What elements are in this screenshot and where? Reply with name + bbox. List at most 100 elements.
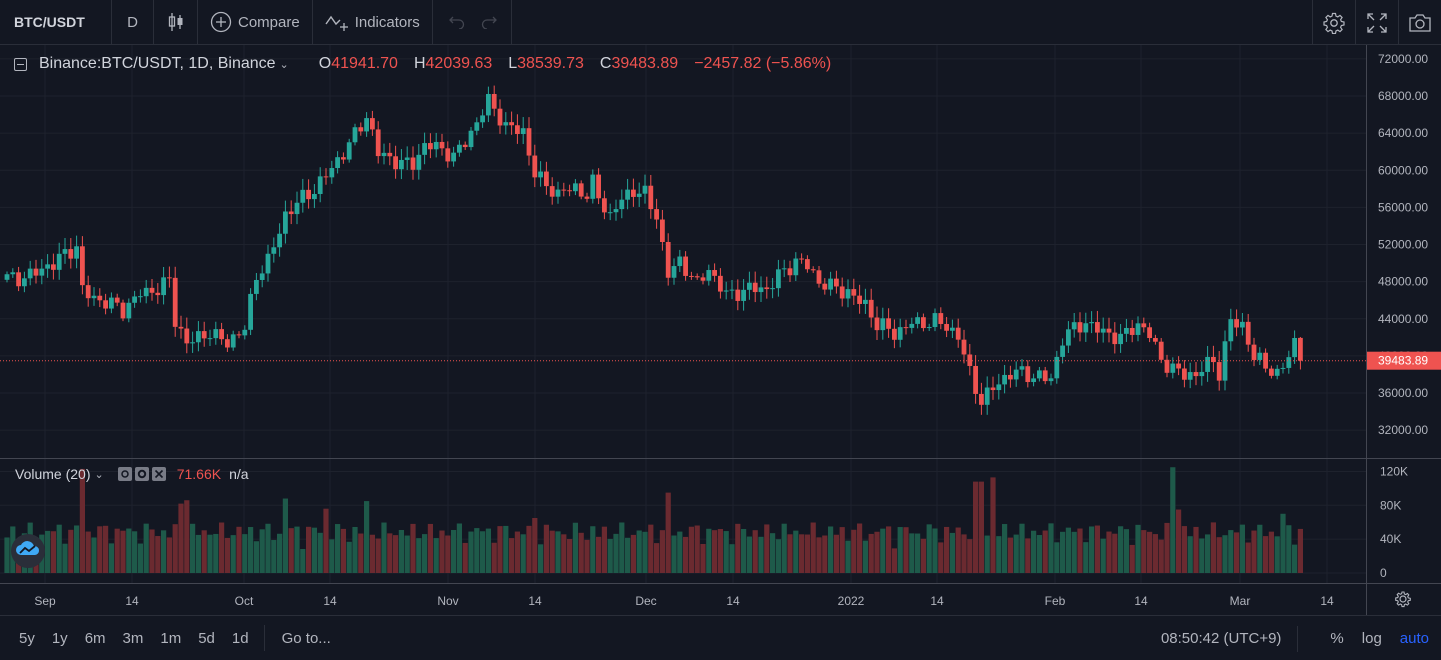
volume-bar (1228, 530, 1234, 573)
volume-bar (323, 508, 329, 573)
volume-bar (1193, 526, 1199, 573)
candle-body (1100, 328, 1106, 333)
range-1y[interactable]: 1y (51, 629, 68, 647)
volume-bar (1013, 534, 1019, 573)
volume-bar (491, 542, 497, 573)
price-chart[interactable]: Sep 14 Oct 14 Nov 14 Dec 14 2022 14 Feb 14 Mar 14 7200… (0, 45, 1441, 615)
chevron-down-icon[interactable]: ⌄ (279, 58, 289, 71)
redo-button[interactable] (473, 0, 512, 45)
candle-body (317, 176, 323, 194)
volume-bar (688, 526, 694, 573)
volume-bar (207, 534, 213, 573)
volume-bar (729, 544, 735, 573)
volume-title[interactable]: Volume (20) (15, 466, 91, 482)
volume-bar (839, 527, 845, 573)
volume-bar (1036, 535, 1042, 573)
volume-bar (1042, 530, 1048, 573)
plus-circle-icon (210, 11, 232, 33)
volume-bar (961, 534, 967, 573)
volume-bar (282, 498, 288, 573)
volume-bar (746, 536, 752, 573)
volume-bar (683, 536, 689, 573)
range-5d[interactable]: 5d (198, 629, 215, 647)
price-axis-label: 68000.00 (1378, 89, 1428, 103)
candle-body (503, 122, 509, 126)
volume-bar (851, 529, 857, 573)
collapse-legend-button[interactable] (14, 57, 27, 71)
candle-body (352, 127, 358, 143)
volume-bar (155, 536, 161, 573)
close-icon[interactable] (151, 467, 166, 481)
volume-bar (509, 538, 515, 573)
volume-bar (178, 503, 184, 573)
compare-button[interactable]: Compare (198, 0, 313, 45)
percent-scale-toggle[interactable]: % (1330, 630, 1344, 647)
volume-bar (253, 541, 259, 573)
gear-icon (1323, 12, 1345, 34)
volume-bar (648, 524, 654, 573)
undo-button[interactable] (433, 0, 473, 45)
axis-gear-icon[interactable] (1395, 591, 1411, 608)
time-axis-label: 14 (1320, 594, 1334, 608)
volume-bar (74, 525, 80, 573)
volume-bar (561, 534, 567, 573)
volume-axis-label: 40K (1380, 532, 1401, 546)
volume-bar (317, 532, 323, 573)
interval-button[interactable]: D (112, 0, 154, 45)
time-axis-label: 2022 (838, 594, 865, 608)
logo-badge[interactable] (11, 534, 45, 568)
chart-type-button[interactable] (154, 0, 198, 45)
candle-body (265, 253, 271, 274)
volume-bar (996, 536, 1002, 573)
candle-body (1071, 322, 1077, 330)
snapshot-button[interactable] (1398, 0, 1441, 45)
volume-bar (335, 524, 341, 573)
range-6m[interactable]: 6m (84, 629, 106, 647)
main-legend: Binance:BTC/USDT, 1D, Binance ⌄ O 41941.7… (14, 55, 831, 73)
auto-scale-toggle[interactable]: auto (1399, 630, 1429, 647)
log-scale-toggle[interactable]: log (1361, 630, 1382, 647)
volume-bar (120, 530, 126, 573)
volume-bar (1147, 531, 1153, 573)
chevron-down-icon[interactable]: ⌄ (94, 468, 104, 481)
volume-bar (607, 538, 613, 573)
goto-date-button[interactable]: Go to... (281, 629, 331, 647)
candle-body (538, 171, 543, 178)
volume-bar (427, 523, 433, 573)
volume-bar (596, 536, 602, 573)
volume-bar (416, 538, 422, 573)
divider (1297, 625, 1299, 652)
candle-body (416, 154, 422, 170)
clock[interactable]: 08:50:42 (UTC+9) (1160, 630, 1282, 647)
candle-body (462, 144, 468, 148)
indicator-wave-icon (325, 12, 349, 32)
series-title[interactable]: Binance:BTC/USDT, 1D, Binance (39, 55, 276, 72)
volume-bar (822, 535, 828, 573)
candle-body (613, 209, 619, 213)
fullscreen-button[interactable] (1355, 0, 1398, 45)
range-1m[interactable]: 1m (160, 629, 182, 647)
settings-button[interactable] (1312, 0, 1355, 45)
volume-bar (398, 529, 404, 573)
volume-bar (920, 538, 926, 573)
volume-bar (79, 468, 85, 573)
volume-bar (468, 531, 474, 573)
volume-bar (1170, 467, 1176, 573)
symbol-search-button[interactable]: BTC/USDT (0, 0, 112, 45)
volume-bar (1164, 522, 1170, 573)
volume-bar (485, 528, 491, 573)
volume-bar (213, 533, 219, 573)
indicators-button[interactable]: Indicators (313, 0, 433, 45)
volume-bar (161, 530, 167, 573)
range-5y[interactable]: 5y (19, 629, 35, 647)
volume-bar (271, 540, 277, 573)
candle-body (874, 317, 880, 331)
candle-body (109, 297, 114, 309)
candle-body (584, 196, 590, 199)
candle-body (573, 183, 578, 192)
eye-icon[interactable] (117, 467, 132, 481)
range-3m[interactable]: 3m (122, 629, 144, 647)
gear-icon[interactable] (134, 467, 149, 481)
range-1d[interactable]: 1d (231, 629, 249, 647)
volume-bar (62, 543, 68, 573)
